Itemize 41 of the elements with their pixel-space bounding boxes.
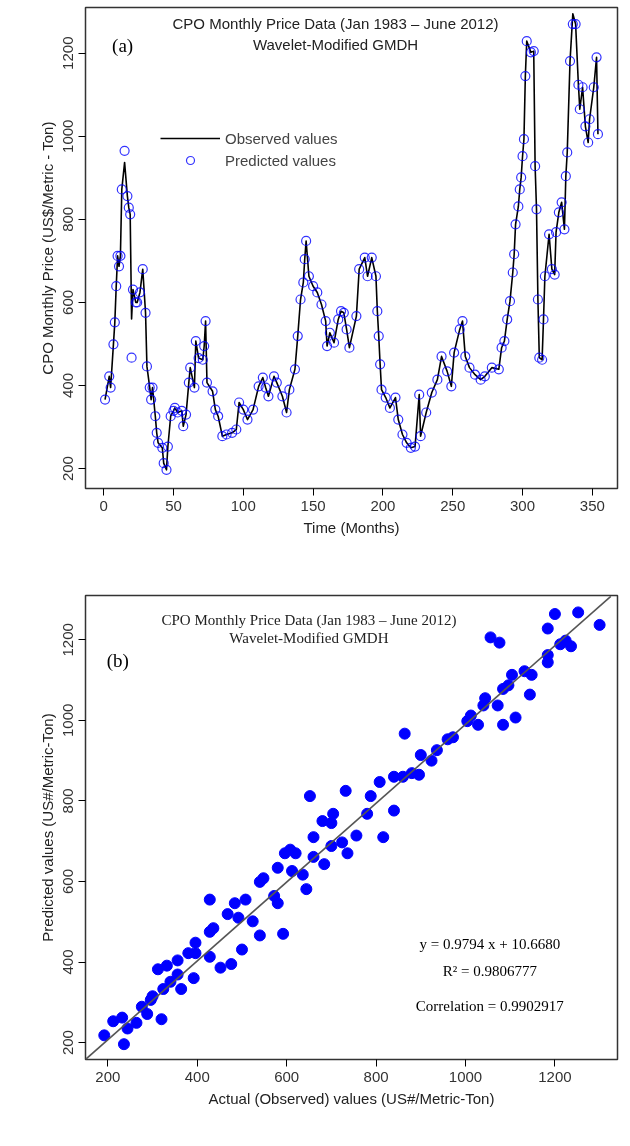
annotation: Correlation = 0.9902917 (415, 998, 565, 1015)
x-axis-title: Time (Months) (303, 518, 400, 536)
x-tick-label: 1200 (538, 1067, 572, 1085)
y-tick-label: 800 (59, 788, 77, 814)
text: CPO Monthly Price Data (Jan 1983 – June 2012) (172, 14, 499, 32)
y-tick-label: 1000 (59, 119, 77, 153)
y-tick-label: 600 (59, 868, 77, 894)
y-tick-label: 200 (59, 456, 77, 482)
x-axis-title: Actual (Observed) values (US#/Metric-Ton) (208, 1089, 495, 1107)
y-tick-label: 800 (59, 206, 77, 232)
x-tick-label: 1000 (448, 1067, 483, 1085)
x-tick-label: 250 (440, 496, 466, 514)
y-axis-title: Predicted values (US#/Metric-Ton) (38, 713, 56, 942)
x-tick-label: 300 (510, 496, 536, 514)
y-tick-label: 1000 (59, 703, 77, 738)
y-tick-label: 400 (59, 949, 77, 975)
x-tick-label: 0 (99, 496, 108, 514)
x-tick-label: 100 (230, 496, 256, 514)
y-tick-label: 1200 (59, 36, 77, 70)
x-tick-label: 600 (274, 1067, 300, 1085)
x-tick-label: 50 (165, 496, 182, 514)
x-tick-label: 350 (579, 496, 605, 514)
text: Wavelet-Modified GMDH (229, 630, 389, 647)
x-tick-label: 150 (300, 496, 326, 514)
y-tick-label: 200 (59, 1030, 77, 1056)
y-axis-title: CPO Monthly Price (US$/Metric - Ton) (38, 121, 56, 375)
x-tick-label: 200 (370, 496, 396, 514)
annotation: (a) (112, 35, 134, 58)
y-tick-label: 1200 (59, 623, 77, 657)
x-tick-label: 400 (184, 1067, 210, 1085)
text: CPO Monthly Price Data (Jan 1983 – June 2012) (161, 611, 457, 629)
y-tick-label: 600 (59, 289, 77, 315)
text: Wavelet-Modified GMDH (252, 36, 419, 54)
legend-label: Predicted values (225, 151, 336, 169)
y-tick-label: 400 (59, 372, 77, 398)
annotation: R² = 0.9806777 (442, 963, 538, 980)
annotation: (b) (106, 649, 129, 672)
legend-label: Observed values (225, 129, 338, 147)
x-tick-label: 200 (95, 1067, 121, 1085)
annotation: y = 0.9794 x + 10.6680 (419, 935, 561, 952)
x-tick-label: 800 (363, 1067, 389, 1085)
